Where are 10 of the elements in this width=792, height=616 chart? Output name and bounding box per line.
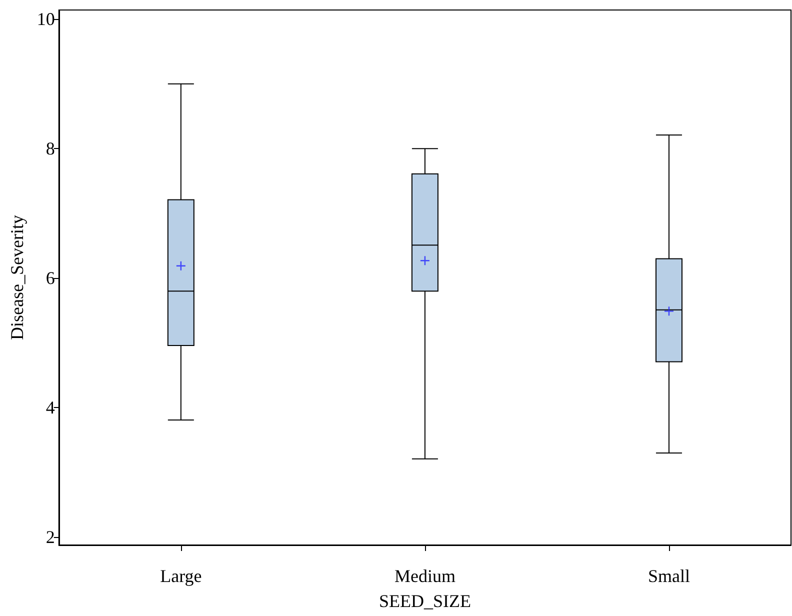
y-tick-label: 10	[36, 9, 55, 30]
x-tick-label: Large	[160, 566, 202, 586]
x-tick-label: Small	[648, 566, 690, 586]
y-tick-label: 2	[46, 527, 55, 548]
y-tick-label: 6	[46, 268, 55, 288]
x-axis-title: SEED_SIZE	[378, 591, 471, 611]
y-tick-label: 4	[46, 398, 55, 418]
y-axis-title: Disease_Severity	[7, 215, 27, 340]
y-tick-label: 8	[46, 138, 55, 159]
x-tick-label: Medium	[394, 566, 456, 586]
